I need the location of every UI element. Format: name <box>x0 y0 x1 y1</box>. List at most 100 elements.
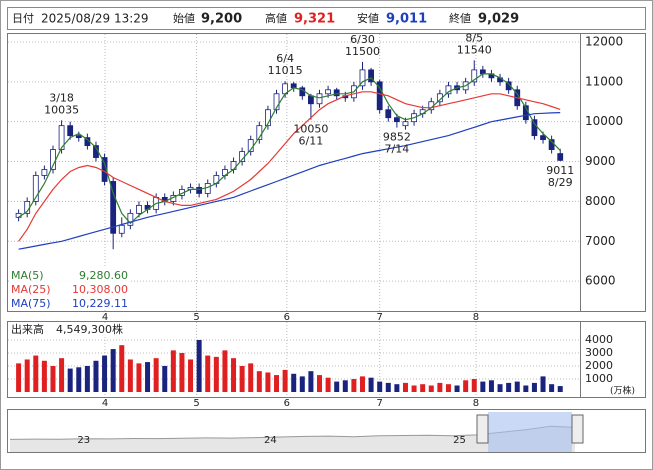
candle-body <box>308 95 314 105</box>
volume-bar <box>514 381 520 392</box>
legend-value: 10,308.00 <box>72 283 128 296</box>
candle-body <box>376 81 383 111</box>
candle-body <box>402 121 409 127</box>
ma-line <box>18 73 561 225</box>
low-label: 安値 <box>357 11 379 25</box>
volume-tick-label: 3000 <box>585 346 613 359</box>
volume-bar <box>179 352 185 392</box>
volume-bar <box>428 385 434 392</box>
volume-bar <box>16 363 22 392</box>
volume-bar <box>170 350 176 392</box>
open: 9,200 <box>201 12 242 27</box>
candle-body <box>58 125 65 150</box>
annotation-date: 8/29 <box>548 176 573 189</box>
legend-name: MA(75) <box>11 297 51 310</box>
candle-body <box>265 109 271 127</box>
volume-bar <box>480 381 486 392</box>
annotation-date: 3/18 <box>49 91 74 104</box>
x-tick-label: 7 <box>376 398 382 409</box>
volume-bar <box>463 380 469 392</box>
volume-bar <box>334 381 340 392</box>
volume-bar <box>540 376 546 392</box>
x-tick-label: 6 <box>284 312 290 323</box>
volume-bar <box>222 350 228 392</box>
candle-body <box>325 89 331 95</box>
volume-bar <box>308 371 314 392</box>
volume-bar <box>231 358 237 392</box>
candle-body <box>385 109 392 119</box>
volume-bar <box>368 377 374 392</box>
close-label: 終値 <box>449 11 471 25</box>
annotation-value: 11500 <box>345 45 380 58</box>
volume-bar <box>33 355 39 392</box>
volume-frame <box>7 321 646 398</box>
candle-body <box>136 204 142 214</box>
y-tick-label: 6000 <box>585 274 616 288</box>
candle-body <box>101 157 108 182</box>
header-box <box>7 7 646 30</box>
volume-tick-label: 2000 <box>585 359 613 372</box>
volume-bar <box>488 380 494 392</box>
volume-bar <box>531 382 537 392</box>
volume-bar <box>76 367 82 392</box>
annotation-date: 7/14 <box>385 143 410 156</box>
volume-bar <box>67 368 73 392</box>
candle-body <box>316 93 323 105</box>
volume-label-bg <box>9 323 129 337</box>
candle-body <box>110 181 117 234</box>
volume-tick-label: 4000 <box>585 333 613 346</box>
annotation-value: 9852 <box>383 131 411 144</box>
volume-bar <box>420 384 426 392</box>
navigator-tick-label: 24 <box>264 435 277 446</box>
annotation-date: 6/30 <box>350 33 375 46</box>
volume-bar <box>265 372 271 392</box>
candle-body <box>273 93 280 111</box>
x-tick-label: 4 <box>102 312 108 323</box>
date: 2025/08/29 13:29 <box>41 12 149 26</box>
navigator-selection[interactable] <box>488 412 572 452</box>
volume-bar <box>136 363 142 392</box>
x-tick-label: 8 <box>473 312 479 323</box>
volume-bar <box>196 339 202 392</box>
volume-bar <box>205 355 211 392</box>
y-tick-label: 11000 <box>585 74 623 88</box>
annotation-value: 10035 <box>44 103 79 116</box>
volume-current: 4,549,300株 <box>56 322 123 336</box>
volume-bar <box>394 384 400 392</box>
candle-body <box>505 81 512 91</box>
candle-body <box>67 125 74 137</box>
volume-bar <box>411 385 417 392</box>
annotation-date: 8/5 <box>465 31 483 44</box>
candle-body <box>471 69 478 83</box>
candle-body <box>333 89 340 97</box>
candle-body <box>118 224 125 234</box>
navigator-tick-label: 23 <box>77 435 90 446</box>
volume-bar <box>239 365 245 392</box>
price-frame <box>7 33 646 312</box>
open-label: 始値 <box>173 11 195 25</box>
volume-bar <box>110 349 116 392</box>
navigator-handle-right[interactable] <box>571 414 584 444</box>
volume-bar <box>325 377 331 392</box>
volume-bar <box>377 381 383 392</box>
ma-line <box>18 91 561 242</box>
volume-bar <box>119 345 125 392</box>
candle-body <box>368 69 374 83</box>
candle-body <box>540 135 546 141</box>
annotation-date: 6/11 <box>299 135 324 148</box>
candle-body <box>127 212 134 226</box>
y-tick-label: 9000 <box>585 154 616 168</box>
volume-bar <box>359 376 365 392</box>
candle-body <box>557 153 564 161</box>
volume-bar <box>437 382 443 392</box>
volume-bar <box>291 373 297 392</box>
navigator-handle-left[interactable] <box>476 414 489 444</box>
legend-value: 9,280.60 <box>79 269 128 282</box>
candle-body <box>75 135 82 139</box>
x-tick-label: 4 <box>102 398 108 409</box>
volume-bar <box>153 358 159 392</box>
x-tick-label: 5 <box>193 398 199 409</box>
volume-bar <box>497 384 503 392</box>
volume-bar <box>274 375 280 392</box>
candle-body <box>196 187 203 194</box>
